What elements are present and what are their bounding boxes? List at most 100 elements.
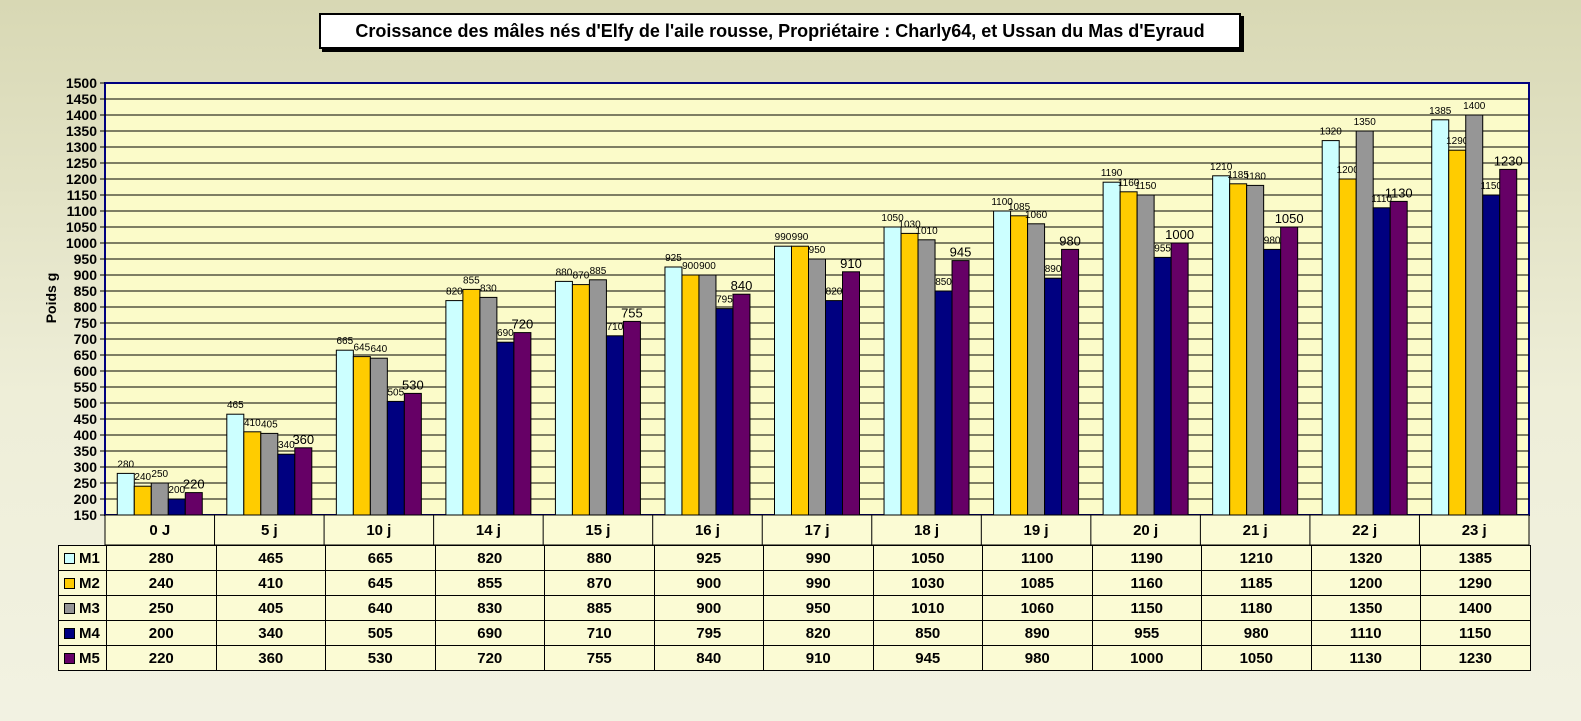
bar-m4 <box>167 498 186 516</box>
data-label: 870 <box>573 271 590 282</box>
table-cell: 1385 <box>1420 545 1531 571</box>
table-cell: 505 <box>325 620 436 646</box>
table-cell: 690 <box>434 620 545 646</box>
y-tick-label: 450 <box>74 411 98 427</box>
table-cell: 830 <box>434 595 545 621</box>
table-row: M2 240 410 645 855 870 900 990 1030 1085 1160 1185 1… <box>58 570 1531 596</box>
data-label: 980 <box>1264 235 1281 246</box>
bar-m1 <box>883 226 902 516</box>
table-cell: 1150 <box>1091 595 1202 621</box>
bar-m4 <box>825 300 843 516</box>
bar-m4 <box>1263 248 1282 516</box>
bar-m3 <box>260 432 279 516</box>
table-row: M1 280 465 665 820 880 925 990 1050 1100 1190 1210 1… <box>58 545 1531 571</box>
data-label: 1350 <box>1354 117 1377 128</box>
table-cell: 890 <box>982 620 1093 646</box>
bar-m4 <box>715 308 734 516</box>
data-label: 955 <box>1154 243 1171 254</box>
x-tick-label: 15 j <box>585 522 610 539</box>
legend-entry: M5 <box>58 645 107 671</box>
data-label: 690 <box>497 328 514 339</box>
table-cell: 1050 <box>1201 645 1312 671</box>
bar-m2 <box>1119 191 1138 516</box>
y-tick-label: 1050 <box>66 219 97 235</box>
bar-m1 <box>1321 140 1340 516</box>
bar-m4 <box>605 335 624 516</box>
data-label: 465 <box>227 400 244 411</box>
y-tick-label: 1400 <box>66 107 97 123</box>
data-label: 945 <box>950 245 972 260</box>
table-cell: 465 <box>215 545 326 571</box>
table-cell: 880 <box>544 545 655 571</box>
table-row: M4 200 340 505 690 710 795 820 850 890 955 980 1110 1… <box>58 620 1531 646</box>
bar-m4 <box>1153 256 1172 516</box>
table-cell: 1010 <box>872 595 983 621</box>
x-tick-label: 21 j <box>1243 522 1268 539</box>
data-label: 850 <box>935 277 952 288</box>
y-tick-label: 350 <box>74 443 98 459</box>
data-label: 530 <box>402 377 424 392</box>
data-label: 645 <box>354 343 371 354</box>
data-label: 755 <box>621 305 643 320</box>
table-cell: 870 <box>544 570 655 596</box>
table-cell: 1030 <box>872 570 983 596</box>
data-label: 990 <box>792 232 809 243</box>
data-label: 710 <box>607 322 624 333</box>
bar-m2 <box>352 356 371 516</box>
table-cell: 1060 <box>982 595 1093 621</box>
table-cell: 1110 <box>1310 620 1421 646</box>
table-cell: 710 <box>544 620 655 646</box>
bar-m1 <box>226 413 245 516</box>
bar-m5 <box>732 293 751 516</box>
y-tick-label: 1100 <box>67 203 98 219</box>
y-tick-label: 1200 <box>66 171 97 187</box>
table-cell: 850 <box>872 620 983 646</box>
table-cell: 250 <box>106 595 217 621</box>
table-cell: 980 <box>982 645 1093 671</box>
legend-entry: M3 <box>58 595 107 621</box>
table-cell: 645 <box>325 570 436 596</box>
y-tick-label: 550 <box>74 379 98 395</box>
bar-m4 <box>277 453 296 516</box>
table-cell: 240 <box>106 570 217 596</box>
table-cell: 1200 <box>1310 570 1421 596</box>
y-tick-label: 1150 <box>67 187 98 203</box>
data-label: 505 <box>388 387 405 398</box>
data-label: 1320 <box>1320 127 1343 138</box>
y-tick-label: 1000 <box>66 235 97 251</box>
table-cell: 885 <box>544 595 655 621</box>
data-label: 1030 <box>898 219 921 230</box>
legend-swatch <box>64 653 75 665</box>
table-cell: 855 <box>434 570 545 596</box>
table-cell: 1100 <box>982 545 1093 571</box>
legend-swatch <box>64 553 75 565</box>
y-tick-label: 400 <box>74 427 98 443</box>
bar-m3 <box>1136 194 1155 516</box>
data-label: 1160 <box>1118 178 1140 189</box>
table-cell: 280 <box>106 545 217 571</box>
data-label: 360 <box>292 432 314 447</box>
data-label: 925 <box>665 253 682 264</box>
table-cell: 1150 <box>1420 620 1531 646</box>
y-tick-label: 1450 <box>66 91 97 107</box>
data-label: 410 <box>244 418 261 429</box>
table-cell: 1190 <box>1091 545 1202 571</box>
data-label: 1010 <box>915 226 938 237</box>
bar-m1 <box>116 472 135 516</box>
data-label: 1060 <box>1025 210 1048 221</box>
y-tick-label: 250 <box>74 475 98 491</box>
table-cell: 925 <box>653 545 764 571</box>
legend-swatch <box>64 628 75 640</box>
legend-entry: M2 <box>58 570 107 596</box>
data-label: 405 <box>261 419 278 430</box>
table-cell: 1400 <box>1420 595 1531 621</box>
data-label: 890 <box>1045 264 1062 275</box>
data-label: 840 <box>731 278 753 293</box>
bar-m2 <box>791 245 809 516</box>
table-cell: 1050 <box>872 545 983 571</box>
data-label: 200 <box>168 485 185 496</box>
table-cell: 840 <box>653 645 764 671</box>
data-table: M1 280 465 665 820 880 925 990 1050 1100 1190 1210 1… <box>58 545 1531 671</box>
bar-m3 <box>1355 130 1374 516</box>
x-tick-label: 20 j <box>1133 522 1158 539</box>
